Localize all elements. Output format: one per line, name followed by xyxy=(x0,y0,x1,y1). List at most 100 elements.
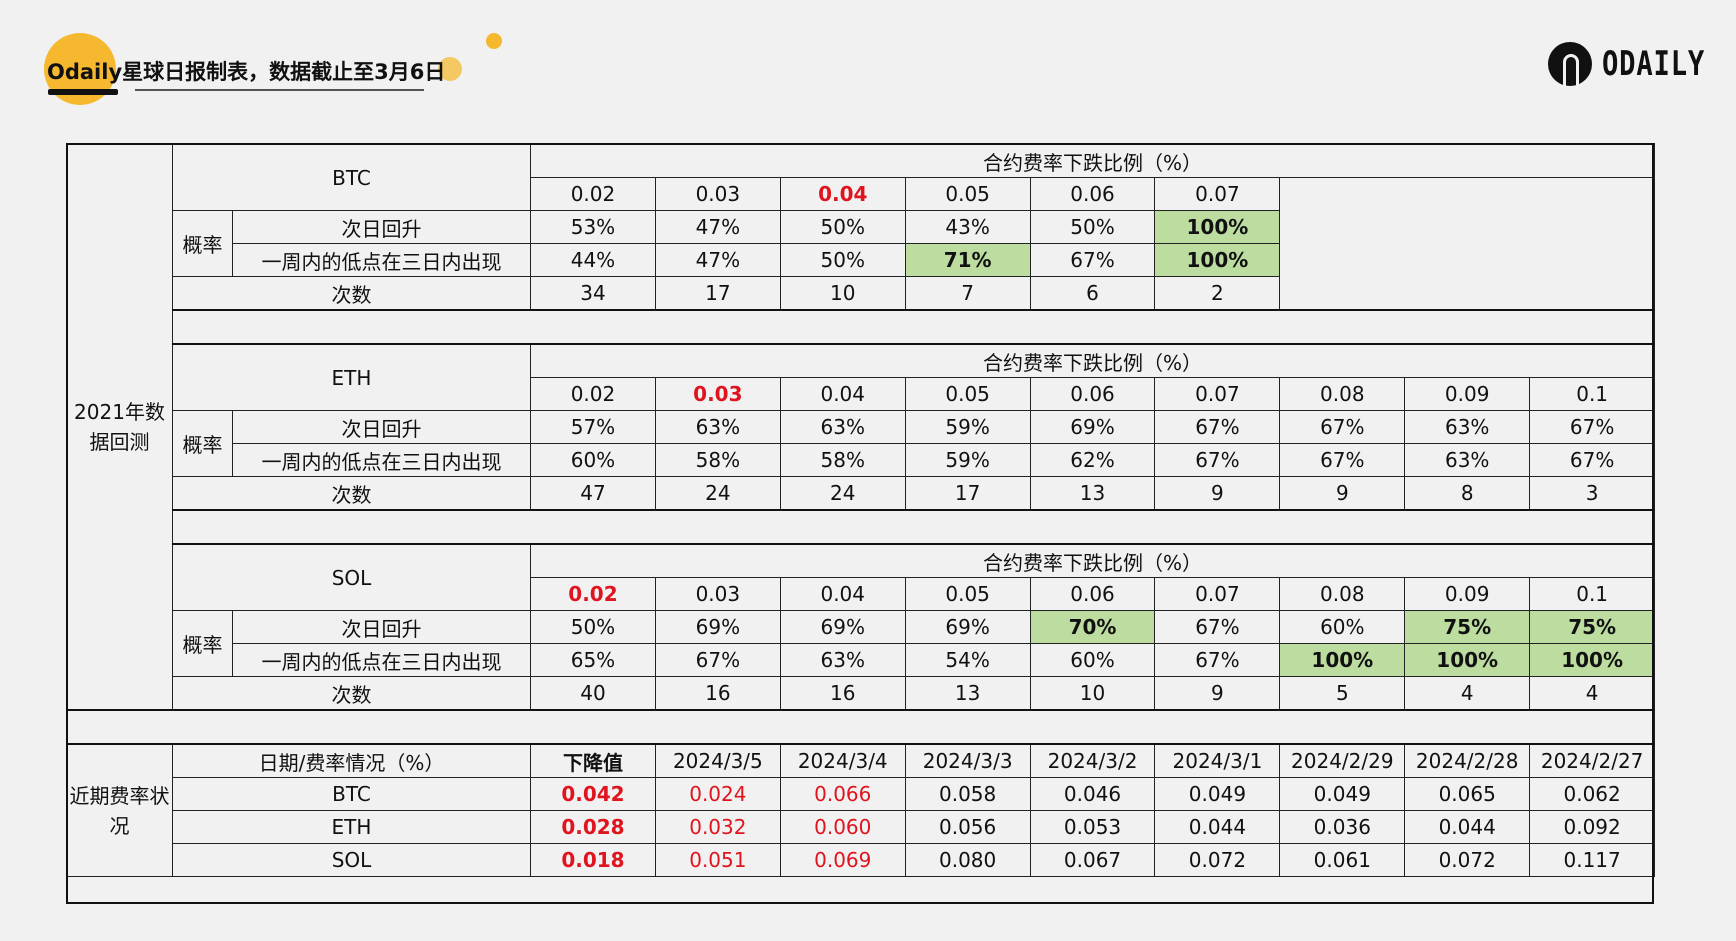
count-cell: 17 xyxy=(904,476,1031,511)
count-label: 次数 xyxy=(171,476,532,511)
week-low-cell: 100% xyxy=(1404,643,1531,677)
threshold-cell: 0.07 xyxy=(1154,377,1281,411)
threshold-cell: 0.1 xyxy=(1529,377,1656,411)
threshold-cell: 0.05 xyxy=(904,377,1031,411)
week-low-cell: 65% xyxy=(530,643,656,677)
week-low-cell: 60% xyxy=(530,443,656,477)
next-day-label: 次日回升 xyxy=(231,610,532,644)
week-low-cell: 67% xyxy=(1279,443,1406,477)
rate-cell: 0.065 xyxy=(1404,777,1531,811)
count-cell: 4 xyxy=(1529,676,1656,711)
probability-label: 概率 xyxy=(172,610,233,677)
rate-cell: 0.066 xyxy=(779,777,906,811)
spacer-row xyxy=(171,309,1656,345)
next-day-cell: 50% xyxy=(1029,210,1156,244)
next-day-cell: 63% xyxy=(1404,410,1531,444)
next-day-cell: 50% xyxy=(530,610,656,644)
week-low-cell: 100% xyxy=(1279,643,1406,677)
next-day-cell: 53% xyxy=(530,210,656,244)
odaily-logo: ODAILY xyxy=(1548,42,1731,89)
count-cell: 4 xyxy=(1404,676,1531,711)
table-row xyxy=(67,509,1656,545)
week-low-cell: 44% xyxy=(530,243,656,277)
week-low-cell: 58% xyxy=(654,443,781,477)
odaily-logo-text: ODAILY xyxy=(1602,44,1706,84)
table-row: SOL 合约费率下跌比例（%） xyxy=(67,543,1656,611)
threshold-cell: 0.03 xyxy=(654,177,781,211)
next-day-cell: 47% xyxy=(654,210,781,244)
rate-cell: 0.044 xyxy=(1154,810,1281,844)
rate-cell: 0.051 xyxy=(654,843,781,877)
page-title: Odaily星球日报制表，数据截止至3月6日 xyxy=(47,60,446,84)
header-accent-dot-small xyxy=(438,57,462,81)
count-cell: 13 xyxy=(904,676,1031,711)
table-row: ETH 合约费率下跌比例（%） xyxy=(67,343,1656,411)
rate-cell: 0.046 xyxy=(1029,777,1156,811)
threshold-cell: 0.06 xyxy=(1029,377,1156,411)
threshold-cell: 0.03 xyxy=(654,377,781,411)
rate-cell: 0.044 xyxy=(1404,810,1531,844)
title-underline-bar xyxy=(48,89,118,95)
rate-cell: 0.032 xyxy=(654,810,781,844)
table-row: SOL 0.018 0.051 0.069 0.080 0.067 0.072 0.061 0.… xyxy=(67,843,1656,877)
spacer-row xyxy=(171,509,1656,545)
rate-cell: 0.092 xyxy=(1529,810,1656,844)
rate-header: 合约费率下跌比例（%） xyxy=(530,143,1656,178)
rate-cell: 0.053 xyxy=(1029,810,1156,844)
week-low-cell: 100% xyxy=(1154,243,1281,277)
threshold-cell: 0.02 xyxy=(530,377,656,411)
next-day-cell: 100% xyxy=(1154,210,1281,244)
count-cell: 16 xyxy=(654,676,781,711)
count-label: 次数 xyxy=(171,276,532,311)
count-cell: 10 xyxy=(779,276,906,311)
week-low-cell: 67% xyxy=(1529,443,1656,477)
rate-cell: 0.080 xyxy=(904,843,1031,877)
date-header: 2024/3/5 xyxy=(654,743,781,778)
rate-cell: 0.036 xyxy=(1279,810,1406,844)
table-row: 概率 次日回升 57% 63% 63% 59% 69% 67% 67% 63% 67% xyxy=(67,410,1656,477)
count-cell: 2 xyxy=(1154,276,1281,311)
count-cell: 6 xyxy=(1029,276,1156,311)
next-day-cell: 63% xyxy=(779,410,906,444)
rate-cell: 0.049 xyxy=(1154,777,1281,811)
probability-label: 概率 xyxy=(172,410,233,477)
rate-cell: 0.072 xyxy=(1404,843,1531,877)
recent-header-label: 日期/费率情况（%） xyxy=(171,743,532,778)
threshold-cell: 0.04 xyxy=(779,177,906,211)
table-row: 0.02 0.03 0.04 0.05 0.06 0.07 xyxy=(67,177,1656,310)
title-underline xyxy=(135,89,424,91)
rate-cell: 0.067 xyxy=(1029,843,1156,877)
table-row: 概率 次日回升 53% 47% 50% 43% 50% 100% xyxy=(67,210,1655,277)
next-day-cell: 57% xyxy=(530,410,656,444)
drop-value-header: 下降值 xyxy=(530,743,656,778)
count-cell: 13 xyxy=(1029,476,1156,511)
threshold-cell: 0.07 xyxy=(1154,177,1281,211)
threshold-cell: 0.04 xyxy=(779,377,906,411)
threshold-cell: 0.02 xyxy=(530,577,656,611)
next-day-cell: 63% xyxy=(654,410,781,444)
threshold-cell: 0.09 xyxy=(1404,377,1531,411)
probability-label: 概率 xyxy=(172,210,233,277)
table-row: 0.02 0.03 0.04 0.05 0.06 0.07 0.08 0.09 0.1 xyxy=(67,377,1656,411)
recent-label: 近期费率状况 xyxy=(66,743,173,877)
recent-asset-name: SOL xyxy=(171,843,532,877)
next-day-cell: 75% xyxy=(1529,610,1656,644)
next-day-cell: 43% xyxy=(904,210,1031,244)
week-low-cell: 58% xyxy=(779,443,906,477)
next-day-cell: 59% xyxy=(904,410,1031,444)
table-row: 一周内的低点在三日内出现 60% 58% 58% 59% 62% 67% 67% 63% 67% xyxy=(67,443,1656,477)
next-day-cell: 67% xyxy=(1154,610,1281,644)
week-low-cell: 59% xyxy=(904,443,1031,477)
week-low-cell: 63% xyxy=(779,643,906,677)
next-day-cell: 67% xyxy=(1279,410,1406,444)
count-cell: 7 xyxy=(904,276,1031,311)
table-row: BTC 0.042 0.024 0.066 0.058 0.046 0.049 0.049 0.… xyxy=(67,777,1656,811)
table-row: 次数 47 24 24 17 13 9 9 8 3 xyxy=(67,476,1656,511)
count-cell: 3 xyxy=(1529,476,1656,511)
threshold-cell: 0.1 xyxy=(1529,577,1656,611)
next-day-cell: 70% xyxy=(1029,610,1156,644)
asset-name: BTC xyxy=(171,143,532,211)
asset-name: ETH xyxy=(171,343,532,411)
rate-cell: 0.117 xyxy=(1529,843,1656,877)
threshold-cell: 0.08 xyxy=(1279,577,1406,611)
